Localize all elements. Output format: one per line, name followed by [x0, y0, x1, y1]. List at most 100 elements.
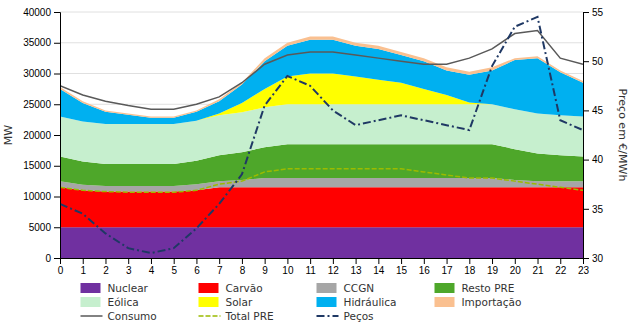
tick-label: 10: [282, 265, 294, 276]
tick-mark: [105, 258, 106, 264]
area: [60, 104, 583, 164]
axis-line: [54, 13, 61, 259]
tick: 23: [578, 258, 590, 276]
legend-label: CCGN: [344, 282, 375, 294]
tick-label: 15: [396, 265, 408, 276]
tick-mark: [401, 258, 402, 264]
tick: 3: [126, 258, 132, 276]
tick-label: 17: [442, 265, 454, 276]
legend-label: Resto PRE: [462, 282, 515, 294]
tick: 15: [396, 258, 408, 276]
tick-label: 25000: [23, 99, 51, 110]
tick-mark: [54, 197, 60, 198]
tick-mark: [583, 110, 589, 111]
tick-mark: [469, 258, 470, 264]
tick-label: 2: [103, 265, 109, 276]
tick-label: 45: [592, 105, 604, 116]
tick-label: 15000: [23, 160, 51, 171]
area: [60, 187, 583, 227]
tick-label: 5000: [29, 222, 52, 233]
tick: 5: [171, 258, 177, 276]
legend-swatch: [199, 283, 219, 293]
tick-mark: [310, 258, 311, 264]
tick-mark: [128, 258, 129, 264]
tick-label: 20: [510, 265, 522, 276]
tick-mark: [583, 12, 589, 13]
tick: 13: [351, 258, 363, 276]
tick: 8: [240, 258, 246, 276]
legend-item: Resto PRE: [435, 282, 515, 294]
tick-mark: [54, 227, 60, 228]
tick-label: 22: [555, 265, 567, 276]
tick: 14: [373, 258, 385, 276]
tick-mark: [54, 135, 60, 136]
tick-mark: [54, 258, 60, 259]
line: [60, 17, 583, 253]
legend-swatch: [81, 283, 101, 293]
tick-mark: [242, 258, 243, 264]
tick-mark: [287, 258, 288, 264]
x-axis: 01234567891011121314151617181920212223: [58, 258, 590, 276]
tick-mark: [54, 12, 60, 13]
tick: 40: [583, 154, 604, 165]
tick-label: 9: [262, 265, 268, 276]
tick-label: 10000: [23, 191, 51, 202]
grid: [60, 12, 583, 258]
legend-label: Importação: [462, 296, 522, 308]
tick: 2: [103, 258, 109, 276]
tick: 20: [510, 258, 522, 276]
tick-mark: [583, 258, 589, 259]
tick-label: 35000: [23, 37, 51, 48]
tick-label: 0: [58, 265, 64, 276]
tick-label: 12: [328, 265, 340, 276]
legend-item: Peços: [317, 310, 374, 322]
tick: 22: [555, 258, 567, 276]
tick-label: 40000: [23, 7, 51, 18]
chart: 0123456789101112131415161718192021222305…: [0, 0, 633, 336]
tick-mark: [333, 258, 334, 264]
legend-item: CCGN: [317, 282, 375, 294]
tick-mark: [54, 74, 60, 75]
legend-item: Eólica: [81, 296, 139, 308]
tick-label: 6: [194, 265, 200, 276]
legend-item: Importação: [435, 296, 522, 308]
legend-item: Carvão: [199, 282, 263, 294]
y2-axis-title: Preço em €/MWh: [616, 89, 629, 182]
line: [60, 169, 583, 192]
tick-label: 35: [592, 204, 604, 215]
tick: 19: [487, 258, 499, 276]
legend-label: Eólica: [108, 296, 139, 308]
axis-line: [61, 259, 584, 265]
tick: 5000: [29, 222, 60, 233]
legend-swatch: [435, 297, 455, 307]
legend-label: Peços: [344, 310, 374, 322]
legend-swatch: [81, 297, 101, 307]
tick: 35: [583, 204, 604, 215]
marks: [60, 17, 583, 258]
tick-label: 50: [592, 56, 604, 67]
tick-mark: [265, 258, 266, 264]
tick-label: 5: [171, 265, 177, 276]
tick: 9: [262, 258, 268, 276]
tick: 18: [464, 258, 476, 276]
tick-mark: [219, 258, 220, 264]
tick: 12: [328, 258, 340, 276]
tick-label: 3: [126, 265, 132, 276]
tick-label: 20000: [23, 130, 51, 141]
tick-mark: [424, 258, 425, 264]
tick-mark: [447, 258, 448, 264]
tick-label: 0: [45, 253, 51, 264]
tick-mark: [583, 209, 589, 210]
tick-label: 18: [464, 265, 476, 276]
tick: 21: [532, 258, 544, 276]
legend-item: Nuclear: [81, 282, 149, 294]
legend-swatch: [317, 315, 339, 317]
tick-label: 30000: [23, 68, 51, 79]
tick-label: 30: [592, 253, 604, 264]
tick: 16: [419, 258, 431, 276]
tick-label: 16: [419, 265, 431, 276]
y-axis-title: MW: [2, 125, 15, 145]
tick: 30000: [23, 68, 60, 79]
legend-swatch: [435, 283, 455, 293]
tick: 7: [217, 258, 223, 276]
